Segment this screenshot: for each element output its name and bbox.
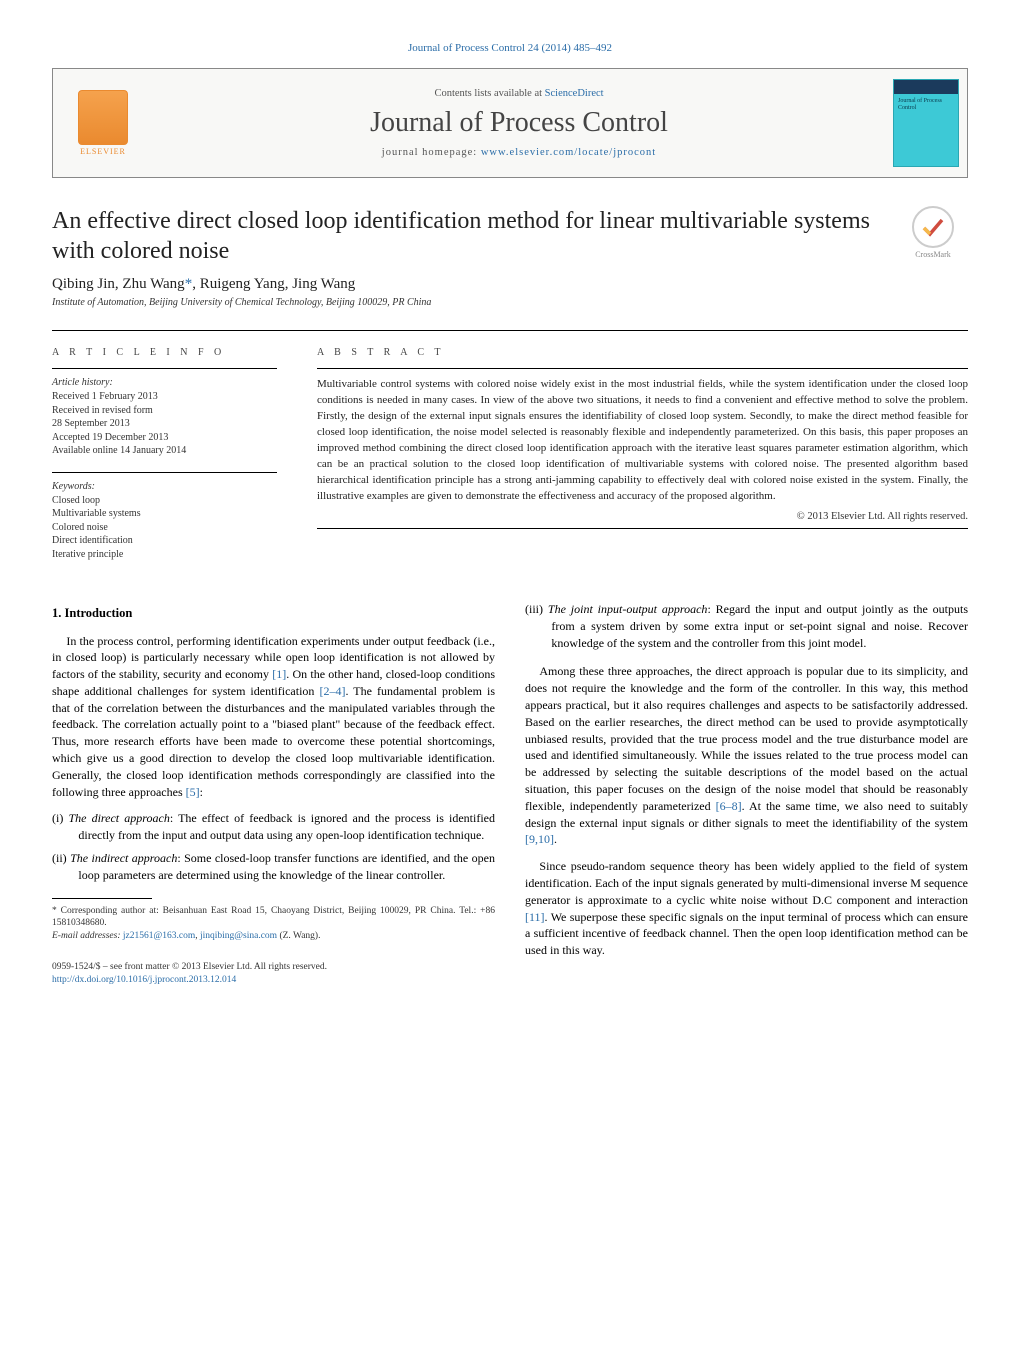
history-label: Article history: [52,377,277,388]
footnote-rule [52,898,152,899]
journal-cover-label: Journal of Process Control [898,98,958,111]
section-heading: 1. Introduction [52,605,495,623]
list-item: (ii) The indirect approach: Some closed-… [52,850,495,884]
article-info-heading: a r t i c l e i n f o [52,347,277,358]
history-item: 28 September 2013 [52,417,277,431]
contents-line: Contents lists available at ScienceDirec… [434,88,603,99]
doi-link[interactable]: http://dx.doi.org/10.1016/j.jprocont.201… [52,975,236,985]
email-line: E-mail addresses: jz21561@163.com, jinqi… [52,930,495,943]
elsevier-logo-icon: ELSEVIER [68,83,138,163]
journal-banner: ELSEVIER Contents lists available at Sci… [52,68,968,178]
affiliation: Institute of Automation, Beijing Univers… [52,297,968,308]
sciencedirect-link[interactable]: ScienceDirect [545,88,604,99]
keyword: Direct identification [52,534,277,548]
abstract-copyright: © 2013 Elsevier Ltd. All rights reserved… [317,511,968,522]
body-paragraph: Among these three approaches, the direct… [525,663,968,848]
running-header: Journal of Process Control 24 (2014) 485… [52,42,968,54]
intro-paragraph: In the process control, performing ident… [52,633,495,801]
homepage-line: journal homepage: www.elsevier.com/locat… [382,147,656,158]
crossmark-label: CrossMark [915,250,951,259]
body-paragraph: Since pseudo-random sequence theory has … [525,858,968,959]
abstract-text: Multivariable control systems with color… [317,377,968,505]
authors: Qibing Jin, Zhu Wang*, Ruigeng Yang, Jin… [52,276,968,293]
homepage-link[interactable]: www.elsevier.com/locate/jprocont [481,147,656,158]
list-item: (iii) The joint input-output approach: R… [525,601,968,651]
approach-list-cont: (iii) The joint input-output approach: R… [525,601,968,651]
history-item: Received in revised form [52,404,277,418]
elsevier-label: ELSEVIER [80,147,126,156]
email-link[interactable]: jinqibing@sina.com [200,931,277,941]
citation-link[interactable]: [9,10] [525,832,554,846]
journal-cover-icon: Journal of Process Control [893,79,959,167]
keyword: Iterative principle [52,548,277,562]
corresponding-author-note: * Corresponding author at: Beisanhuan Ea… [52,905,495,931]
publisher-logo-box: ELSEVIER [53,69,153,177]
keyword: Multivariable systems [52,507,277,521]
issn-line: 0959-1524/$ – see front matter © 2013 El… [52,961,495,974]
abstract-panel: a b s t r a c t Multivariable control sy… [317,347,968,575]
list-item: (i) The direct approach: The effect of f… [52,810,495,844]
citation-link[interactable]: [11] [525,910,545,924]
crossmark-circle-icon [912,206,954,248]
contents-prefix: Contents lists available at [434,88,544,99]
keywords-label: Keywords: [52,481,277,492]
article-title: An effective direct closed loop identifi… [52,206,878,266]
citation-link[interactable]: [6–8] [716,799,742,813]
citation-link[interactable]: [2–4] [319,684,345,698]
journal-title: Journal of Process Control [370,107,668,139]
crossmark-badge[interactable]: CrossMark [898,206,968,259]
homepage-prefix: journal homepage: [382,147,481,158]
history-item: Accepted 19 December 2013 [52,431,277,445]
email-link[interactable]: jz21561@163.com [123,931,195,941]
history-item: Received 1 February 2013 [52,390,277,404]
history-item: Available online 14 January 2014 [52,444,277,458]
keyword: Colored noise [52,521,277,535]
keyword: Closed loop [52,494,277,508]
citation-link[interactable]: [1] [272,667,286,681]
citation-link[interactable]: [5] [186,785,200,799]
abstract-heading: a b s t r a c t [317,347,968,358]
approach-list: (i) The direct approach: The effect of f… [52,810,495,883]
article-info-panel: a r t i c l e i n f o Article history: R… [52,347,277,575]
article-body: 1. Introduction In the process control, … [52,601,968,987]
footnotes: * Corresponding author at: Beisanhuan Ea… [52,905,495,943]
journal-cover-box: Journal of Process Control [885,69,967,177]
elsevier-tree-icon [78,90,128,145]
page-footer: 0959-1524/$ – see front matter © 2013 El… [52,961,495,987]
